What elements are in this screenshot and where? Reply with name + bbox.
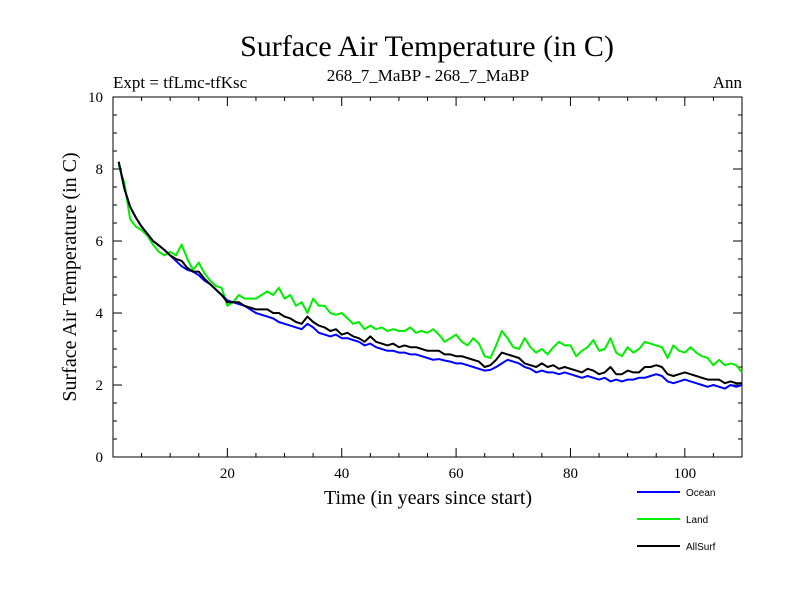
x-axis-label: Time (in years since start) bbox=[324, 487, 532, 509]
plot-area: 20 40 60 80 100 0 2 4 6 8 10 bbox=[88, 90, 743, 482]
series-line-allsurf bbox=[117, 161, 742, 385]
chart-title: Surface Air Temperature (in C) bbox=[240, 30, 614, 63]
x-tick-label: 80 bbox=[563, 466, 578, 482]
y-tick-label: 0 bbox=[96, 450, 104, 466]
x-tick-label: 100 bbox=[674, 466, 697, 482]
y-axis-label: Surface Air Temperature (in C) bbox=[59, 152, 81, 401]
y-tick-label: 10 bbox=[88, 90, 103, 106]
series-line-ocean bbox=[117, 161, 743, 390]
legend-label-land: Land bbox=[686, 515, 708, 526]
y-tick-label: 6 bbox=[96, 234, 104, 250]
experiment-label: Expt = tfLmc-tfKsc bbox=[113, 73, 248, 92]
legend-label-ocean: Ocean bbox=[686, 488, 715, 499]
x-tick-label: 40 bbox=[334, 466, 349, 482]
x-tick-label: 60 bbox=[449, 466, 464, 482]
comparison-label: 268_7_MaBP - 268_7_MaBP bbox=[327, 66, 529, 85]
y-tick-label: 4 bbox=[96, 306, 104, 322]
y-tick-label: 8 bbox=[96, 162, 104, 178]
x-tick-label: 20 bbox=[220, 466, 235, 482]
legend-label-allsurf: AllSurf bbox=[686, 542, 716, 553]
season-label: Ann bbox=[713, 73, 743, 92]
legend: Ocean Land AllSurf bbox=[637, 488, 716, 553]
series-line-land bbox=[117, 165, 743, 374]
y-tick-label: 2 bbox=[96, 378, 104, 394]
